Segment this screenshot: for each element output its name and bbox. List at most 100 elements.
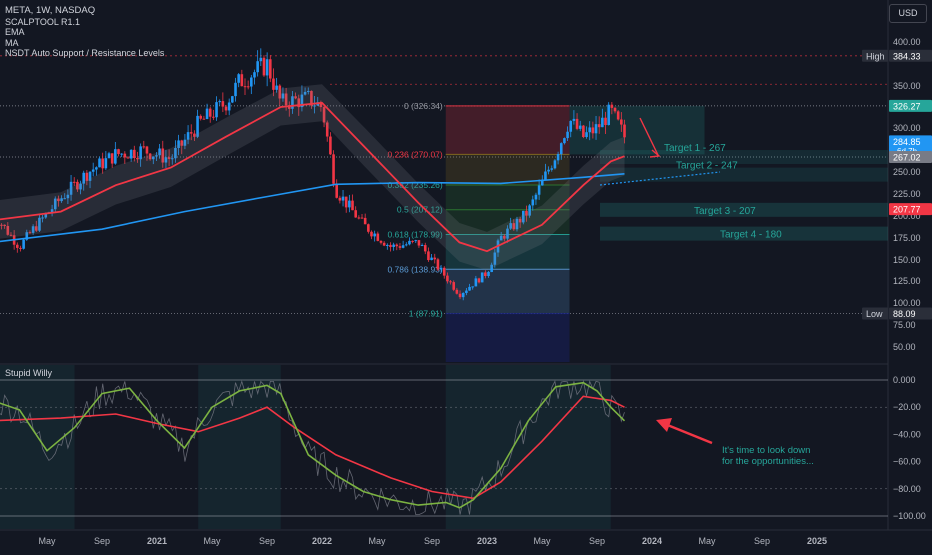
price-tick-label: 175.00 [893, 233, 921, 243]
candle-body [436, 259, 440, 270]
candle-body [79, 183, 82, 190]
candle-body [588, 127, 592, 133]
candle-body [193, 133, 196, 137]
indicator-ma[interactable]: MA [5, 37, 19, 48]
fib-label-0: 0 (326.34) [404, 101, 443, 111]
candle-body [50, 209, 54, 213]
candle-body [446, 275, 449, 282]
candle-body [281, 93, 285, 99]
candle-body [310, 90, 313, 106]
candle-body [215, 102, 218, 118]
candle-body [148, 153, 152, 160]
ema-envelope [0, 84, 625, 271]
candle-body [72, 181, 76, 183]
projection-arrow-down [639, 117, 659, 156]
candle-body [60, 198, 63, 202]
indicator-sr-levels[interactable]: NSDT Auto Support / Resistance Levels [5, 48, 165, 58]
candle-body [205, 108, 209, 119]
price-tick-label: 50.00 [893, 342, 916, 352]
candle-body [275, 85, 278, 90]
time-tick-label: Sep [94, 536, 110, 546]
candle-body [31, 226, 35, 233]
candle-body [490, 264, 493, 273]
candle-body [623, 124, 626, 138]
candle-body [401, 245, 405, 248]
fib-label-3: 0.5 (207.12) [397, 205, 443, 215]
annotation-text-line-1: It's time to look down [722, 445, 810, 456]
candle-body [117, 149, 120, 155]
candle-body [370, 231, 373, 237]
candle-body [6, 225, 10, 235]
candle-body [262, 57, 266, 76]
symbol-title[interactable]: META, 1W, NASDAQ [5, 5, 96, 16]
candle-body [547, 169, 550, 172]
indicator-ema[interactable]: EMA [5, 27, 25, 37]
candle-body [145, 146, 149, 154]
candle-body [76, 181, 79, 190]
candle-body [41, 217, 44, 219]
oscillator-zone-2 [445, 365, 611, 529]
price-tag [889, 203, 932, 216]
candle-body [313, 105, 316, 107]
candle-body [575, 118, 579, 129]
fib-band-2 [445, 184, 570, 210]
oscillator-zone-0 [0, 365, 75, 529]
ema-line [0, 101, 625, 253]
oscillator-title[interactable]: Stupid Willy [5, 368, 53, 378]
price-tick-label: 200.00 [893, 211, 921, 221]
oscillator-tick-label: −20.00 [893, 402, 921, 412]
candle-body [468, 286, 471, 291]
candle-body [363, 217, 367, 225]
candle-body [465, 290, 468, 293]
candle-body [269, 59, 272, 79]
candle-body [300, 94, 304, 108]
time-tick-label: Sep [754, 536, 770, 546]
candle-body [591, 127, 595, 134]
candle-body [484, 272, 487, 277]
candle-body [458, 293, 462, 298]
candle-body [240, 74, 244, 87]
candle-body [360, 217, 364, 219]
candle-body [85, 172, 89, 181]
candle-body [417, 240, 421, 246]
candle-body [439, 267, 443, 270]
candle-body [126, 157, 130, 159]
candle-body [95, 167, 98, 170]
candle-body [338, 197, 342, 201]
time-tick-label: Sep [589, 536, 605, 546]
fib-label-4: 0.618 (178.99) [387, 229, 442, 239]
candle-body [430, 257, 433, 261]
price-tag-value: 384.33 [893, 51, 921, 61]
candle-body [357, 217, 361, 219]
currency-button[interactable]: USD [889, 4, 927, 23]
candle-body [189, 132, 193, 134]
oscillator-tick-label: 0.000 [893, 375, 916, 385]
candle-body [158, 148, 161, 156]
candle-body [243, 86, 247, 88]
candle-body [34, 226, 38, 231]
candle-body [553, 160, 557, 169]
indicator-scalptool[interactable]: SCALPTOOL R1.1 [5, 16, 81, 27]
candle-body [123, 153, 127, 158]
candle-body [550, 168, 554, 170]
time-tick-label: 2021 [147, 536, 167, 546]
fib-label-5: 0.786 (138.93) [387, 264, 442, 274]
oscillator-zone-1 [198, 365, 281, 529]
price-tick-label: 250.00 [893, 167, 921, 177]
candle-body [319, 102, 323, 108]
price-tag-name: Low [866, 309, 883, 319]
candle-body [525, 210, 528, 216]
candle-body [398, 246, 402, 248]
candle-body [183, 139, 187, 146]
candle-body [16, 244, 19, 248]
candle-body [382, 242, 386, 246]
candle-body [69, 181, 73, 195]
candle-body [38, 217, 41, 231]
candle-body [585, 132, 588, 138]
candle-body [250, 77, 253, 87]
candle-body [151, 156, 155, 160]
candle-body [44, 213, 48, 218]
price-tag [889, 49, 932, 62]
